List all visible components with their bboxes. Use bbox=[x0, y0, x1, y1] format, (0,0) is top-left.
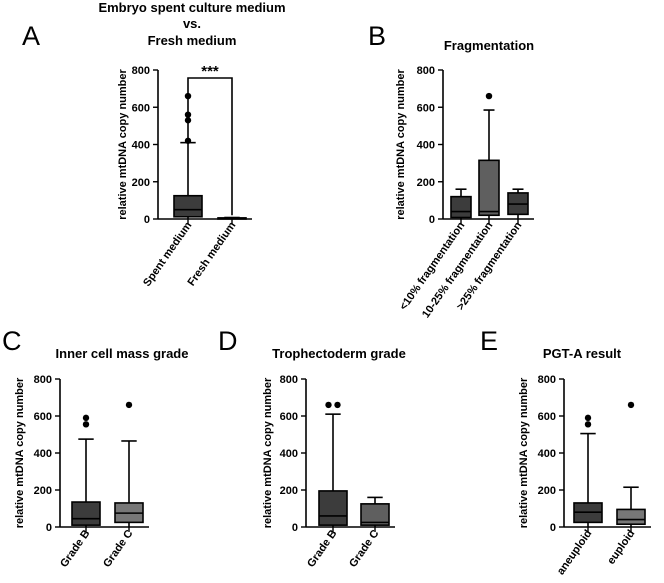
box-group: Grade B bbox=[305, 401, 348, 570]
box bbox=[318, 490, 348, 526]
y-axis-label: relative mtDNA copy number bbox=[262, 377, 274, 528]
y-tick-label: 800 bbox=[34, 374, 52, 386]
panel-letter: D bbox=[218, 326, 238, 356]
chart-title: PGT-A result bbox=[543, 346, 622, 361]
outlier-point bbox=[485, 92, 493, 100]
outlier-point bbox=[325, 401, 332, 409]
chart-title: Trophectoderm grade bbox=[272, 346, 406, 361]
box-group: euploid bbox=[605, 401, 646, 567]
chart-title: Fragmentation bbox=[444, 38, 534, 53]
panel-e: E PGT-A result 0 200 400 600 800 relative mtDNA… bbox=[480, 326, 651, 577]
outlier-point bbox=[334, 401, 341, 409]
outlier-point bbox=[584, 421, 592, 428]
y-tick-label: 600 bbox=[34, 411, 52, 423]
y-tick-label: 400 bbox=[34, 448, 52, 460]
outlier-point bbox=[627, 401, 635, 409]
x-category-label: Fresh medium bbox=[186, 220, 239, 289]
panel-letter: E bbox=[480, 326, 498, 356]
box bbox=[173, 194, 203, 218]
y-axis-label: relative mtDNA copy number bbox=[117, 68, 129, 219]
chart-title: Embryo spent culture medium bbox=[98, 0, 285, 15]
y-tick-label: 600 bbox=[417, 102, 435, 114]
x-category-label: euploid bbox=[605, 528, 637, 567]
y-tick-label: 200 bbox=[132, 177, 150, 189]
y-tick-label: 400 bbox=[417, 140, 435, 152]
y-tick-label: 0 bbox=[550, 522, 556, 534]
y-tick-label: 600 bbox=[280, 411, 298, 423]
y-tick-label: 200 bbox=[280, 485, 298, 497]
outlier-point bbox=[584, 414, 592, 422]
x-category-label: Grade B bbox=[58, 528, 92, 570]
y-tick-label: 800 bbox=[280, 374, 298, 386]
outlier-point bbox=[184, 137, 192, 144]
y-tick-label: 400 bbox=[538, 448, 556, 460]
box-group: Grade B bbox=[58, 414, 101, 570]
x-category-label: aneuploid bbox=[555, 528, 595, 577]
box bbox=[71, 501, 101, 526]
y-tick-label: 600 bbox=[132, 102, 150, 114]
y-tick-label: 0 bbox=[46, 522, 52, 534]
box-group: Grade C bbox=[101, 401, 144, 570]
y-tick-label: 200 bbox=[34, 485, 52, 497]
chart-title: vs. bbox=[183, 16, 201, 31]
panel-c: C Inner cell mass grade 0 200 400 600 800 relat… bbox=[2, 326, 188, 570]
box-group: Fresh medium bbox=[186, 216, 247, 289]
chart-title: Fresh medium bbox=[148, 33, 237, 48]
y-tick-label: 0 bbox=[429, 214, 435, 226]
box bbox=[450, 195, 472, 219]
chart-title: Inner cell mass grade bbox=[56, 346, 189, 361]
y-axis-label: relative mtDNA copy number bbox=[395, 68, 407, 219]
y-tick-label: 200 bbox=[417, 177, 435, 189]
x-category-label: Grade C bbox=[347, 528, 381, 570]
y-tick-label: 0 bbox=[292, 522, 298, 534]
y-tick-label: 400 bbox=[280, 448, 298, 460]
y-axis-label: relative mtDNA copy number bbox=[518, 377, 530, 528]
box-group: aneuploid bbox=[555, 414, 603, 577]
panel-letter: B bbox=[368, 21, 386, 51]
y-tick-label: 800 bbox=[417, 65, 435, 77]
y-tick-label: 800 bbox=[538, 374, 556, 386]
y-tick-label: 400 bbox=[132, 140, 150, 152]
outlier-point bbox=[82, 414, 90, 422]
y-tick-label: 0 bbox=[144, 214, 150, 226]
panel-b: B Fragmentation 0 200 400 600 800 relative mtDN… bbox=[368, 21, 534, 320]
y-tick-label: 200 bbox=[538, 485, 556, 497]
x-category-label: Grade B bbox=[305, 528, 339, 570]
outlier-point bbox=[82, 421, 90, 428]
box bbox=[478, 159, 500, 217]
box-group: Grade C bbox=[347, 496, 390, 570]
y-tick-label: 600 bbox=[538, 411, 556, 423]
outlier-point bbox=[125, 401, 133, 409]
y-axis-label: relative mtDNA copy number bbox=[14, 377, 26, 528]
significance-bracket bbox=[187, 77, 233, 216]
box bbox=[616, 508, 646, 526]
panel-d: D Trophectoderm grade 0 200 400 600 800 relativ… bbox=[218, 326, 406, 570]
x-category-label: Grade C bbox=[101, 528, 135, 570]
y-tick-label: 800 bbox=[132, 65, 150, 77]
panel-letter: C bbox=[2, 326, 22, 356]
significance-label: *** bbox=[201, 63, 219, 80]
panel-letter: A bbox=[22, 21, 40, 51]
box-group: Spent medium bbox=[141, 92, 203, 289]
box bbox=[360, 503, 390, 526]
